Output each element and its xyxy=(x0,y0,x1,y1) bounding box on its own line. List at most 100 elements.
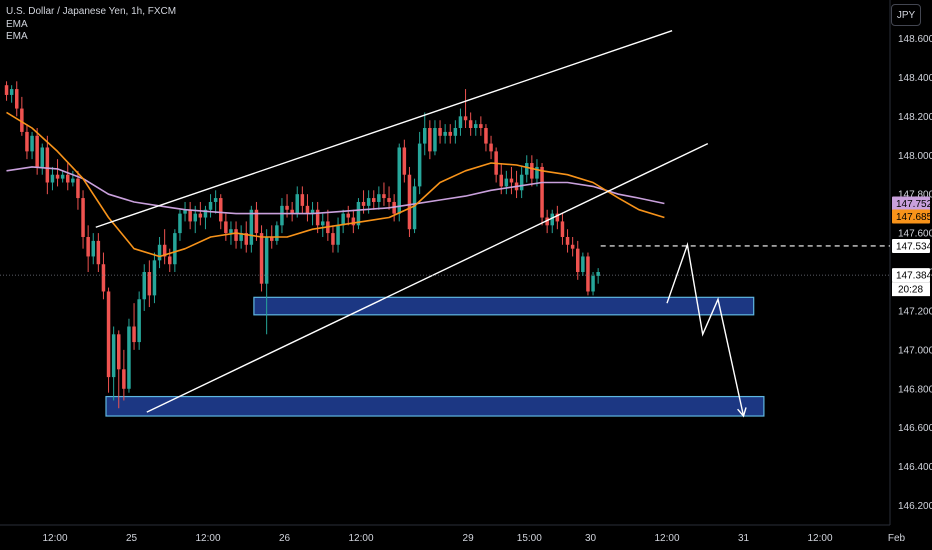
candle-body xyxy=(162,244,167,257)
candle-body xyxy=(152,260,157,296)
candle-body xyxy=(229,229,233,234)
candle-body xyxy=(249,209,254,245)
candle-body xyxy=(479,124,483,129)
candle-body xyxy=(576,248,580,273)
candle-body xyxy=(219,198,223,222)
time-axis[interactable]: 12:00 25 12:00 26 12:00 29 15:00 30 12:00 31 12:00… xyxy=(42,533,905,544)
candle-body xyxy=(259,233,264,284)
price-tag xyxy=(892,196,930,211)
candle-body xyxy=(111,334,116,378)
x-tick-label: 26 xyxy=(279,533,291,544)
x-tick-label: 15:00 xyxy=(517,533,542,544)
y-tick-label: 148.200 xyxy=(898,112,932,123)
lower-channel-line xyxy=(146,142,709,413)
candle-body xyxy=(341,213,345,226)
y-tick-label: 146.600 xyxy=(898,423,932,434)
support-zone-lower xyxy=(105,395,765,417)
candle-body xyxy=(20,108,24,132)
candle-body xyxy=(382,194,386,199)
candle-body xyxy=(433,128,437,152)
candle-body xyxy=(499,174,503,187)
candle-body xyxy=(315,209,320,226)
upper-channel-line xyxy=(95,30,673,228)
candle-body xyxy=(443,131,447,136)
projection-path xyxy=(666,242,745,417)
countdown-label: 20:28 xyxy=(898,285,923,296)
price-tag xyxy=(892,209,930,224)
candle-body xyxy=(4,85,9,95)
candle-body xyxy=(310,209,315,214)
candle-body xyxy=(550,213,554,226)
price-tag-label: 147.534 xyxy=(896,241,932,252)
candle-body xyxy=(193,213,197,222)
candle-body xyxy=(86,236,90,257)
candle-body xyxy=(458,116,463,129)
support-zones[interactable] xyxy=(105,296,765,417)
ema-lines xyxy=(6,111,665,258)
candle-body xyxy=(346,213,350,218)
candle-body xyxy=(280,205,284,226)
candle-body xyxy=(91,240,95,257)
candle-body xyxy=(305,205,310,214)
y-tick-label: 146.200 xyxy=(898,501,932,512)
ema-indicator-label[interactable]: EMA xyxy=(6,18,28,30)
candle-body xyxy=(428,128,432,152)
candle-body xyxy=(489,143,493,152)
candle-body xyxy=(535,166,539,179)
candle-body xyxy=(101,264,106,292)
candle-body xyxy=(45,147,50,183)
candle-body xyxy=(285,205,289,210)
projection-arrowhead xyxy=(737,407,747,418)
candle-body xyxy=(137,299,141,343)
y-tick-label: 147.000 xyxy=(898,345,932,356)
candle-body xyxy=(9,89,14,95)
x-tick-label: 12:00 xyxy=(42,533,67,544)
price-tag xyxy=(892,238,930,253)
candle-body xyxy=(560,221,565,237)
candle-body xyxy=(321,221,325,226)
trend-drawings[interactable] xyxy=(0,30,890,418)
currency-button[interactable]: JPY xyxy=(891,4,921,26)
candle-body xyxy=(198,213,203,218)
candle-body xyxy=(377,194,381,202)
candle-body xyxy=(366,198,371,206)
candle-body xyxy=(15,89,19,109)
candle-body xyxy=(504,178,509,187)
y-tick-label: 148.600 xyxy=(898,34,932,45)
candle-body xyxy=(412,186,417,230)
candle-body xyxy=(300,194,305,206)
symbol-title[interactable]: U.S. Dollar / Japanese Yen, 1h, FXCM xyxy=(6,6,177,17)
chart-legend[interactable]: U.S. Dollar / Japanese Yen, 1h, FXCM EMA… xyxy=(6,6,176,44)
candle-body xyxy=(361,201,366,206)
candle-body xyxy=(50,174,55,183)
candle-body xyxy=(397,147,401,214)
y-tick-label: 148.400 xyxy=(898,73,932,84)
candle-body xyxy=(331,233,335,245)
candle-body xyxy=(519,174,524,191)
ema-slow-line xyxy=(6,166,665,215)
candle-body xyxy=(224,221,228,234)
candle-body xyxy=(402,147,407,175)
price-tag-label: 147.752 xyxy=(896,199,932,210)
candle-body xyxy=(71,178,75,183)
candle-body xyxy=(40,147,44,167)
candle-body xyxy=(448,131,452,136)
candle-body xyxy=(530,163,534,179)
candle-body xyxy=(147,272,152,296)
candle-body xyxy=(234,229,238,241)
candle-body xyxy=(264,236,269,284)
candle-body xyxy=(336,225,340,245)
candle-body xyxy=(525,163,529,175)
candle-body xyxy=(270,236,274,241)
candle-body xyxy=(351,217,356,226)
candle-body xyxy=(484,128,488,144)
ema-indicator-label[interactable]: EMA xyxy=(6,31,28,42)
candle-body xyxy=(474,124,478,129)
candle-body xyxy=(463,116,468,121)
candle-body xyxy=(407,174,412,230)
candle-body xyxy=(468,120,473,129)
candle-body xyxy=(157,244,162,261)
candle-body xyxy=(565,236,570,245)
candle-body xyxy=(239,233,243,241)
